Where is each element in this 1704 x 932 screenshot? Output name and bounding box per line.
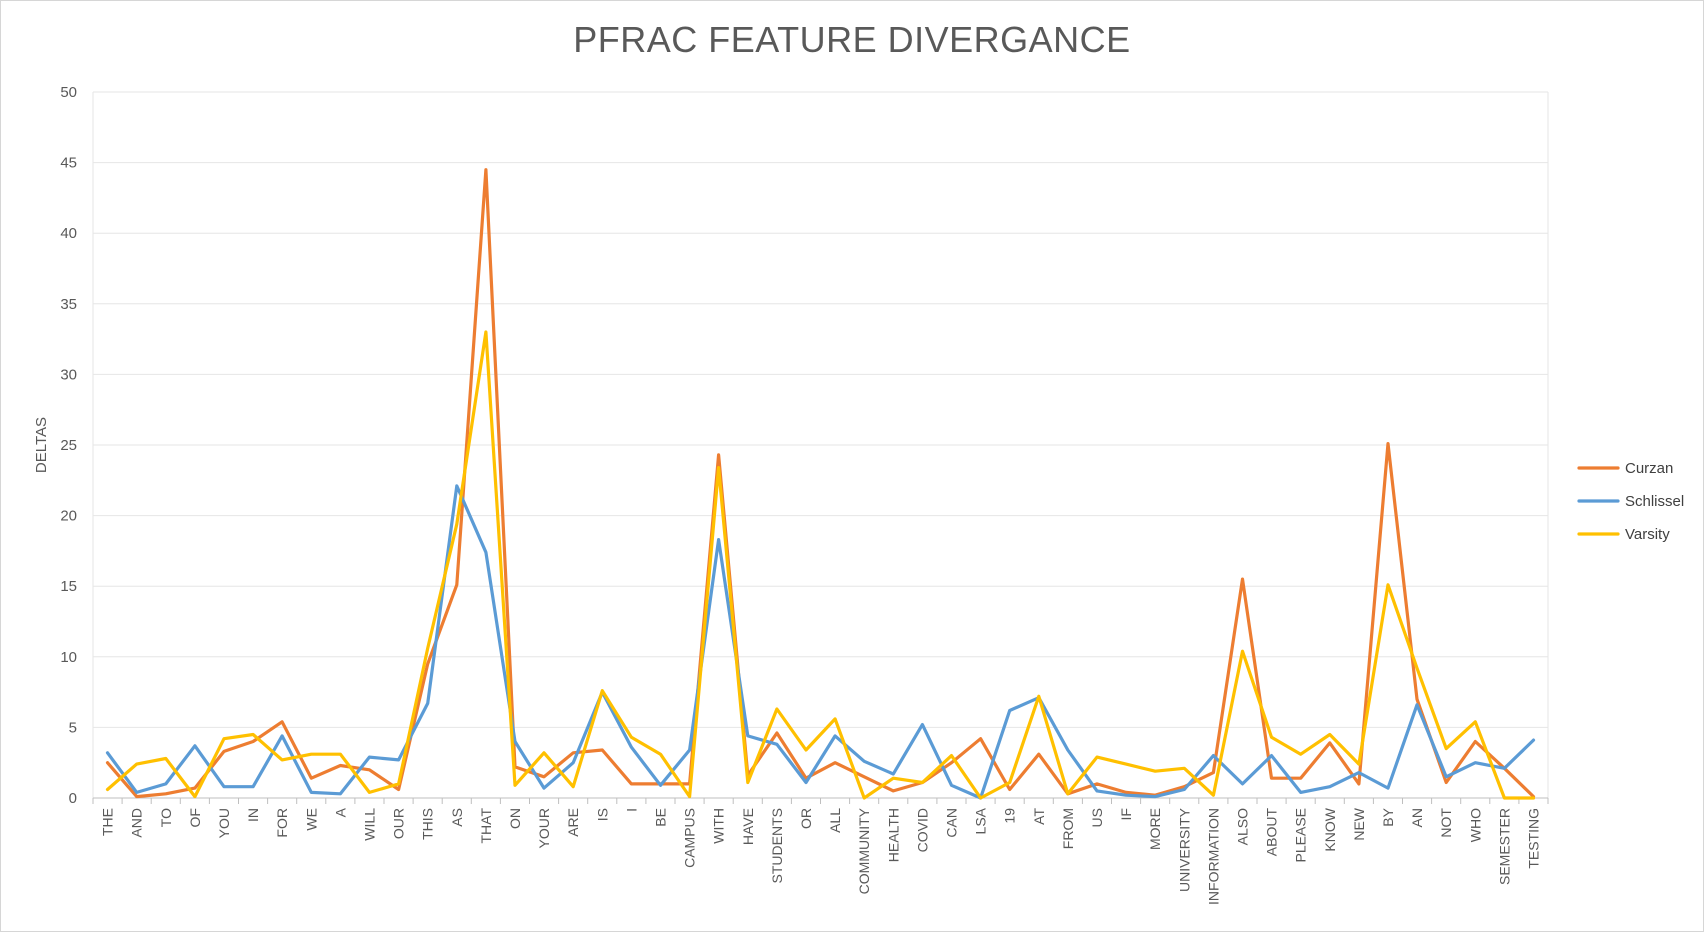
gridlines	[93, 91, 1548, 728]
y-tick-label: 25	[60, 437, 77, 454]
x-tick-label: AT	[1031, 808, 1047, 825]
x-tick-label: WHO	[1467, 808, 1483, 842]
x-tick-label: TESTING	[1525, 808, 1541, 869]
legend-label-schlissel: Schlissel	[1625, 493, 1684, 510]
x-tick-label: YOUR	[536, 808, 552, 848]
x-tick-label: HAVE	[740, 808, 756, 845]
x-tick-label: IN	[245, 808, 261, 822]
x-tick-label: IF	[1118, 808, 1134, 820]
y-tick-label: 0	[69, 790, 77, 807]
legend: Curzan Schlissel Varsity	[1577, 460, 1684, 543]
x-tick-label: INFORMATION	[1205, 808, 1221, 905]
series-line-varsity	[105, 330, 1536, 800]
y-tick-label: 10	[60, 649, 77, 666]
chart-title: PFRAC FEATURE DIVERGANCE	[573, 19, 1130, 60]
x-tick-label: HEALTH	[885, 808, 901, 862]
y-tick-label: 5	[69, 719, 77, 736]
series-line-schlissel	[105, 484, 1536, 800]
x-tick-label: ALSO	[1234, 808, 1250, 845]
x-tick-label: BE	[652, 808, 668, 827]
x-tick-label: BY	[1380, 807, 1396, 826]
x-tick-label: TO	[158, 808, 174, 827]
x-tick-label: US	[1089, 808, 1105, 827]
x-tick-label: WILL	[361, 808, 377, 841]
x-tick-label: OR	[798, 808, 814, 829]
axes	[92, 92, 1549, 804]
x-tick-label: THAT	[478, 808, 494, 844]
x-tick-label: IS	[594, 808, 610, 821]
x-tick-label: STUDENTS	[769, 808, 785, 883]
x-tick-label: I	[623, 808, 639, 812]
y-tick-label: 30	[60, 366, 77, 383]
y-tick-label: 40	[60, 225, 77, 242]
x-tick-label: OF	[187, 808, 203, 827]
series-line-curzan	[105, 168, 1536, 799]
x-tick-label: ON	[507, 808, 523, 829]
x-tick-label: LSA	[973, 807, 989, 834]
x-tick-label: AS	[449, 808, 465, 827]
x-tick-label: FROM	[1060, 808, 1076, 849]
legend-label-curzan: Curzan	[1625, 460, 1673, 477]
x-tick-label: CAN	[943, 808, 959, 838]
x-tick-label: WE	[303, 808, 319, 831]
x-tick-label: ALL	[827, 808, 843, 833]
x-tick-label: NEW	[1351, 807, 1367, 840]
x-tick-label: WITH	[711, 808, 727, 844]
x-tick-label: 19	[1002, 808, 1018, 824]
y-tick-label: 45	[60, 155, 77, 172]
y-tick-label: 50	[60, 84, 77, 101]
x-tick-label: MORE	[1147, 808, 1163, 850]
x-tick-label: ARE	[565, 808, 581, 837]
x-tick-label: THIS	[420, 808, 436, 840]
x-tick-label: COVID	[914, 808, 930, 852]
x-tick-labels: THE AND TO OF YOU IN FOR WE A WILL OUR THIS AS THAT ON…	[100, 807, 1542, 905]
y-tick-label: 35	[60, 296, 77, 313]
x-tick-label: COMMUNITY	[856, 807, 872, 894]
x-tick-label: UNIVERSITY	[1176, 807, 1192, 892]
x-tick-label: SEMESTER	[1496, 808, 1512, 885]
x-tick-label: KNOW	[1322, 807, 1338, 851]
y-axis-title: DELTAS	[33, 417, 50, 473]
x-tick-label: FOR	[274, 808, 290, 838]
y-tick-labels: 0 5 10 15 20 25 30 35 40 45 50	[60, 84, 77, 807]
x-tick-label: CAMPUS	[682, 808, 698, 868]
y-tick-label: 20	[60, 508, 77, 525]
x-tick-label: NOT	[1438, 808, 1454, 838]
x-tick-label: PLEASE	[1293, 808, 1309, 862]
y-tick-label: 15	[60, 578, 77, 595]
series-lines	[105, 168, 1536, 800]
x-tick-label: AN	[1409, 808, 1425, 827]
legend-label-varsity: Varsity	[1625, 526, 1670, 543]
x-tick-label: YOU	[216, 808, 232, 838]
x-tick-label: A	[332, 807, 348, 817]
x-tick-label: OUR	[391, 808, 407, 839]
x-tick-label: ABOUT	[1264, 808, 1280, 857]
x-tick-label: AND	[129, 808, 145, 838]
x-tick-label: THE	[100, 808, 116, 836]
